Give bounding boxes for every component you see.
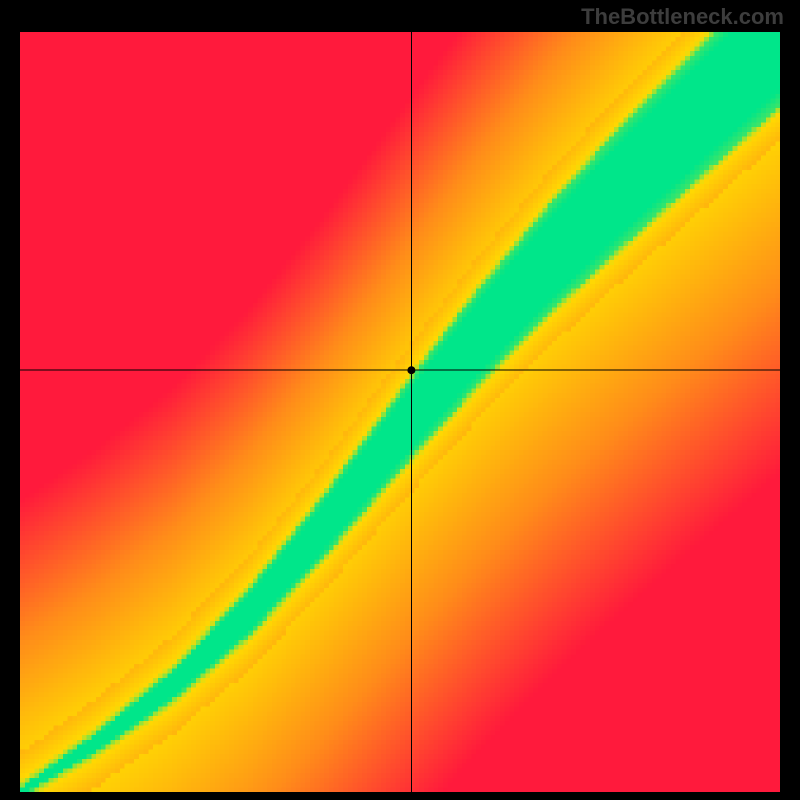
heatmap-canvas (20, 32, 780, 792)
heatmap-plot (20, 32, 780, 792)
watermark-text: TheBottleneck.com (581, 4, 784, 30)
